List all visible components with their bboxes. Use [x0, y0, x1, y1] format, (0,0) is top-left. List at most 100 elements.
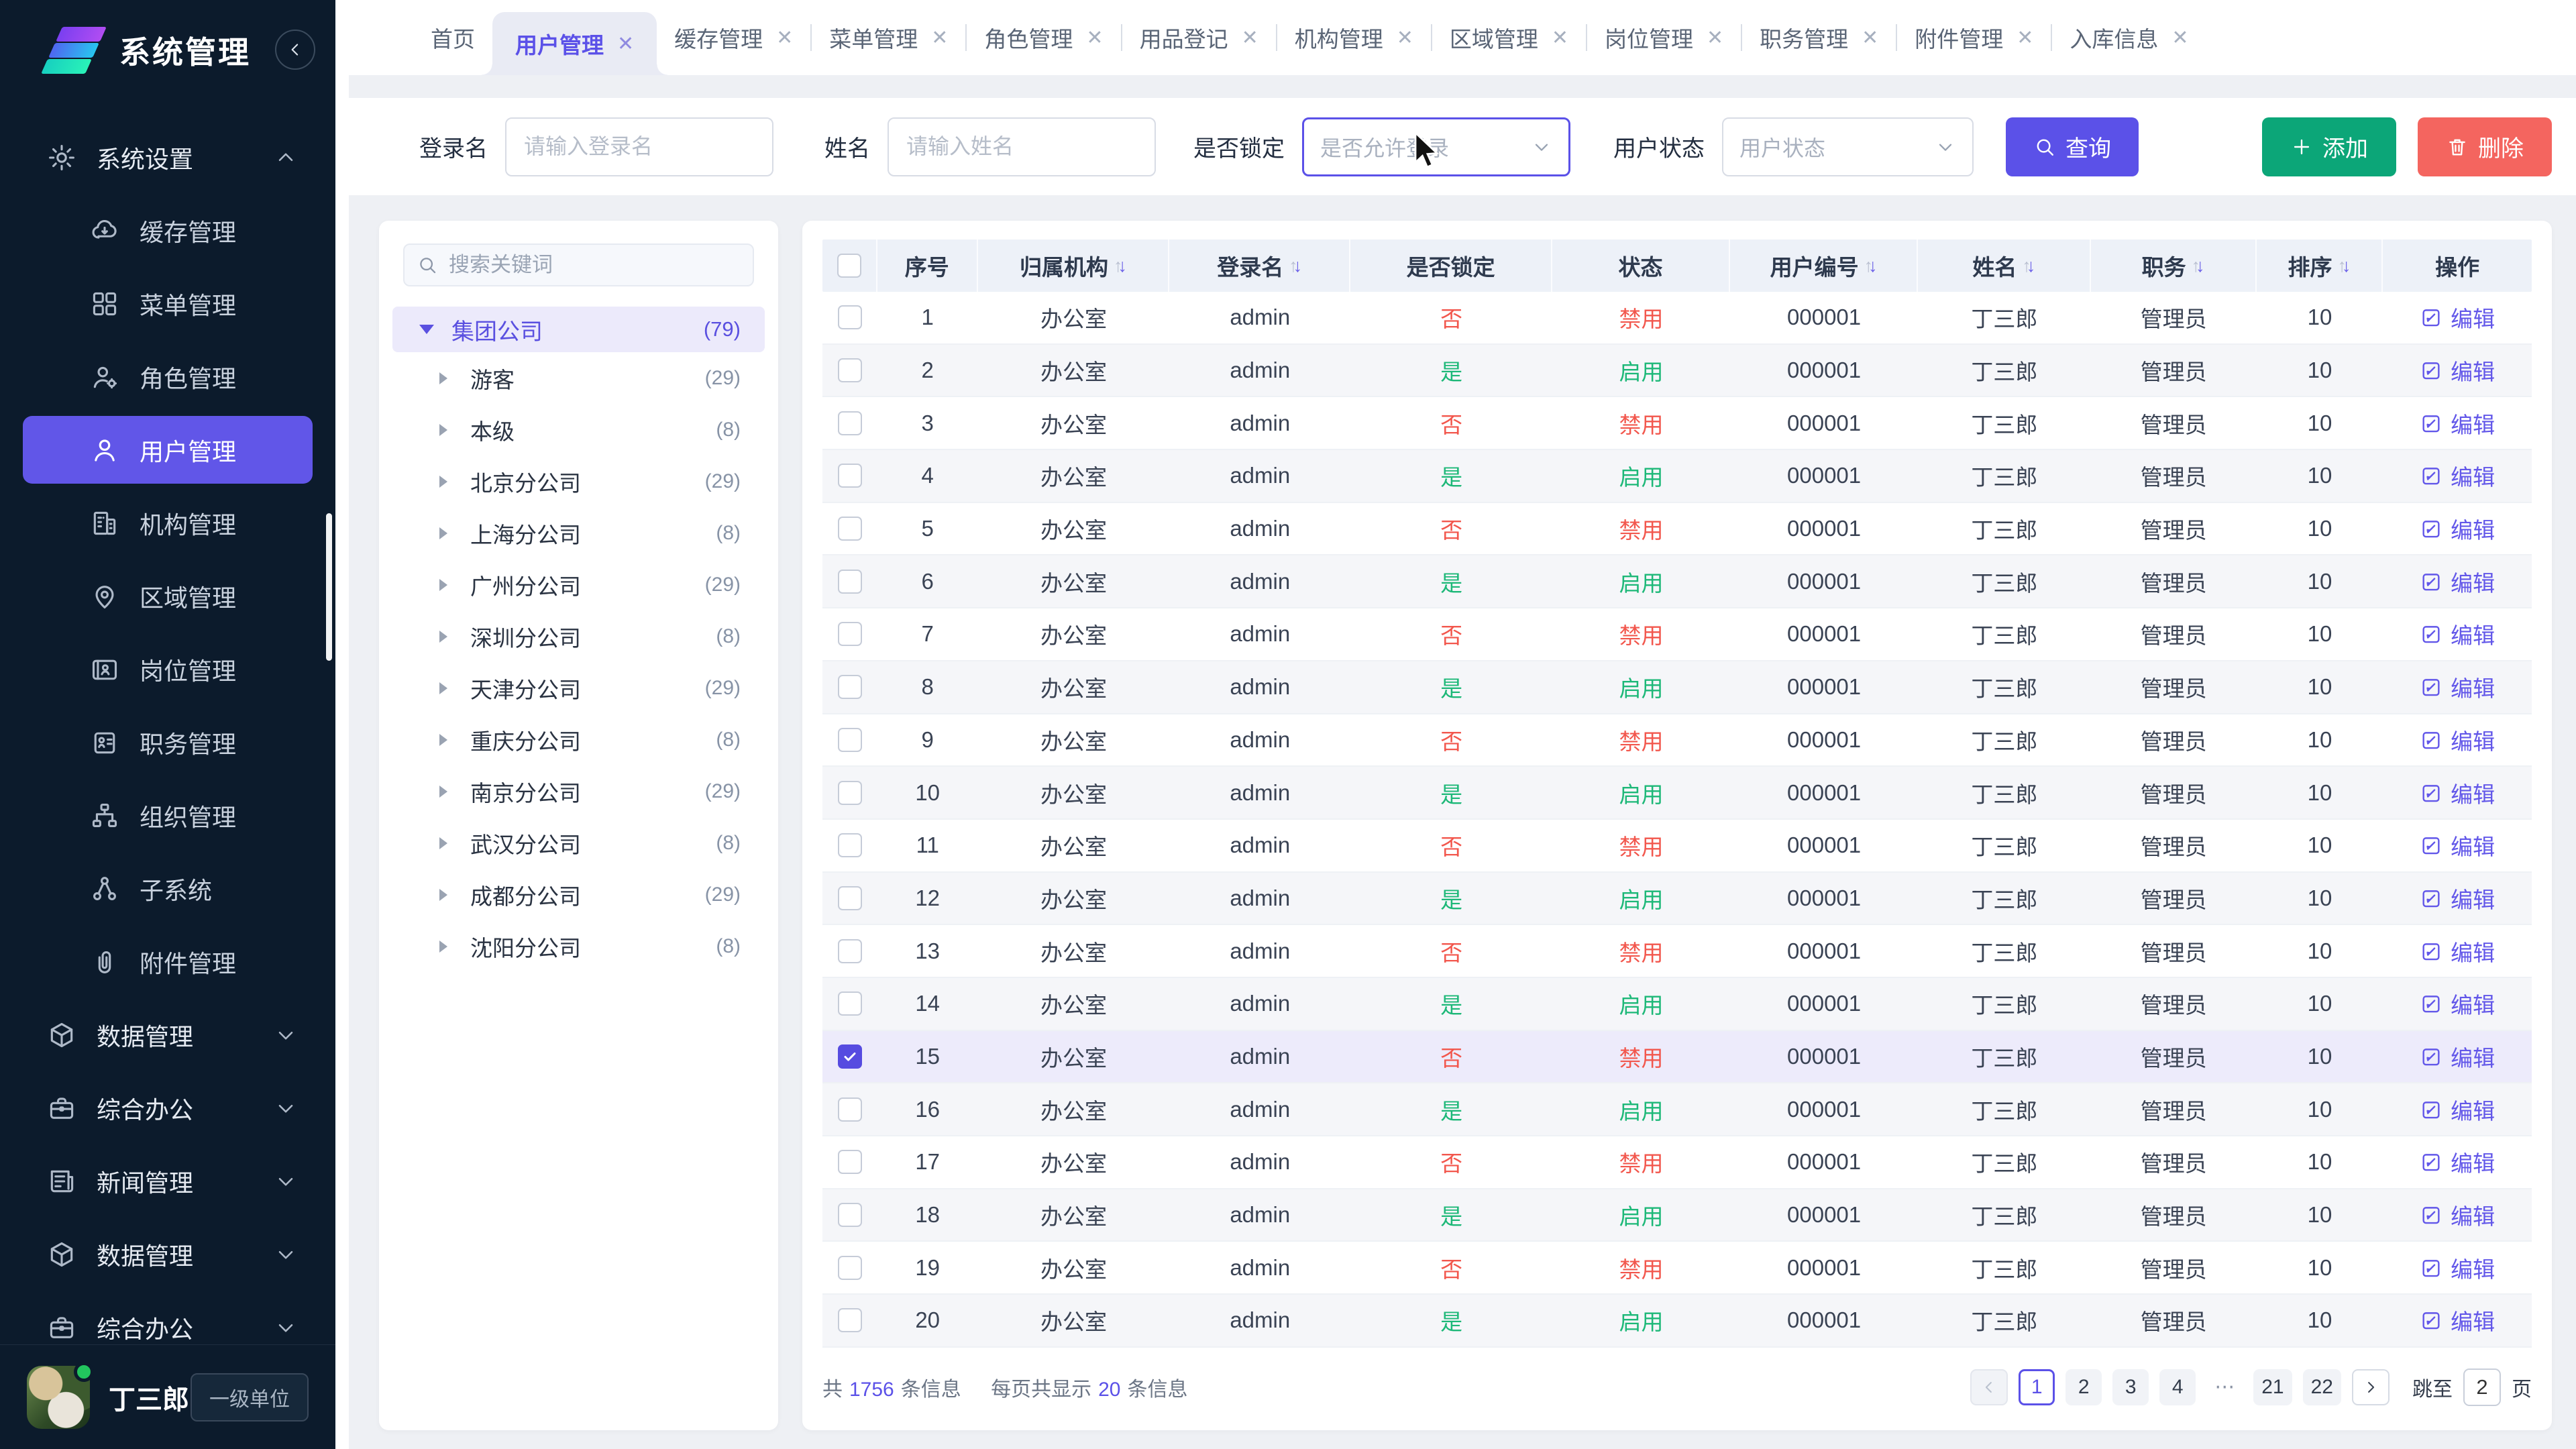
tree-search-box[interactable] — [403, 244, 754, 286]
tree-node-本级[interactable]: 本级 (8) — [392, 404, 765, 455]
row-checkbox[interactable] — [837, 569, 862, 594]
edit-button[interactable]: 编辑 — [2420, 987, 2495, 1020]
edit-button[interactable]: 编辑 — [2420, 935, 2495, 967]
tab-区域管理[interactable]: 区域管理 ✕ — [1432, 0, 1586, 75]
row-checkbox[interactable] — [837, 1203, 862, 1228]
tree-root-node[interactable]: 集团公司 (79) — [392, 307, 765, 352]
table-row[interactable]: 10 办公室 admin 是 启用 000001 丁三郎 管理员 10 编辑 — [822, 767, 2532, 820]
row-checkbox[interactable] — [837, 1150, 862, 1175]
login-name-input[interactable] — [505, 117, 773, 176]
row-checkbox[interactable] — [837, 780, 862, 805]
table-row[interactable]: 1 办公室 admin 否 禁用 000001 丁三郎 管理员 10 编辑 — [822, 292, 2532, 345]
row-checkbox[interactable] — [837, 675, 862, 700]
edit-button[interactable]: 编辑 — [2420, 566, 2495, 598]
tree-node-上海分公司[interactable]: 上海分公司 (8) — [392, 507, 765, 559]
page-button-3[interactable]: 3 — [2112, 1368, 2149, 1405]
edit-button[interactable]: 编辑 — [2420, 460, 2495, 492]
sort-icon[interactable]: ↑↓ — [1289, 255, 1302, 276]
sidebar-section-新闻管理[interactable]: 新闻管理 — [0, 1144, 335, 1218]
table-row[interactable]: 6 办公室 admin 是 启用 000001 丁三郎 管理员 10 编辑 — [822, 555, 2532, 609]
row-checkbox[interactable] — [837, 1044, 862, 1069]
column-header-归属机构[interactable]: 归属机构 ↑↓ — [978, 239, 1170, 292]
close-icon[interactable]: ✕ — [2171, 26, 2189, 49]
delete-button[interactable]: 删除 — [2418, 117, 2552, 176]
table-row[interactable]: 11 办公室 admin 否 禁用 000001 丁三郎 管理员 10 编辑 — [822, 820, 2532, 873]
row-checkbox[interactable] — [837, 991, 862, 1016]
row-checkbox[interactable] — [837, 517, 862, 541]
column-header-用户编号[interactable]: 用户编号 ↑↓ — [1730, 239, 1919, 292]
sidebar-section-综合办公[interactable]: 综合办公 — [0, 1071, 335, 1144]
sort-icon[interactable]: ↑↓ — [2022, 255, 2035, 276]
user-status-select[interactable]: 用户状态 — [1722, 117, 1974, 176]
tree-node-武汉分公司[interactable]: 武汉分公司 (8) — [392, 817, 765, 869]
sidebar-item-子系统[interactable]: 子系统 — [0, 852, 335, 925]
row-checkbox[interactable] — [837, 727, 862, 752]
sidebar-item-缓存管理[interactable]: 缓存管理 — [0, 194, 335, 267]
table-row[interactable]: 16 办公室 admin 是 启用 000001 丁三郎 管理员 10 编辑 — [822, 1083, 2532, 1136]
table-row[interactable]: 14 办公室 admin 是 启用 000001 丁三郎 管理员 10 编辑 — [822, 977, 2532, 1031]
table-row[interactable]: 7 办公室 admin 否 禁用 000001 丁三郎 管理员 10 编辑 — [822, 608, 2532, 661]
tree-node-北京分公司[interactable]: 北京分公司 (29) — [392, 455, 765, 507]
tab-用品登记[interactable]: 用品登记 ✕ — [1122, 0, 1276, 75]
edit-button[interactable]: 编辑 — [2420, 1252, 2495, 1284]
close-icon[interactable]: ✕ — [1551, 26, 1568, 49]
tab-角色管理[interactable]: 角色管理 ✕ — [967, 0, 1120, 75]
row-checkbox[interactable] — [837, 833, 862, 858]
table-row[interactable]: 8 办公室 admin 是 启用 000001 丁三郎 管理员 10 编辑 — [822, 661, 2532, 714]
edit-button[interactable]: 编辑 — [2420, 513, 2495, 545]
page-button-4[interactable]: 4 — [2159, 1368, 2196, 1405]
edit-button[interactable]: 编辑 — [2420, 777, 2495, 809]
row-checkbox[interactable] — [837, 885, 862, 910]
row-checkbox[interactable] — [837, 622, 862, 647]
table-row[interactable]: 17 办公室 admin 否 禁用 000001 丁三郎 管理员 10 编辑 — [822, 1136, 2532, 1189]
sidebar-item-岗位管理[interactable]: 岗位管理 — [0, 633, 335, 706]
close-icon[interactable]: ✕ — [1706, 26, 1724, 49]
table-row[interactable]: 13 办公室 admin 否 禁用 000001 丁三郎 管理员 10 编辑 — [822, 925, 2532, 978]
tab-入库信息[interactable]: 入库信息 ✕ — [2052, 0, 2206, 75]
edit-button[interactable]: 编辑 — [2420, 301, 2495, 333]
row-checkbox[interactable] — [837, 411, 862, 435]
tree-node-成都分公司[interactable]: 成都分公司 (29) — [392, 869, 765, 920]
edit-button[interactable]: 编辑 — [2420, 354, 2495, 386]
sidebar-item-职务管理[interactable]: 职务管理 — [0, 706, 335, 779]
close-icon[interactable]: ✕ — [1086, 26, 1104, 49]
close-icon[interactable]: ✕ — [1241, 26, 1258, 49]
tree-node-天津分公司[interactable]: 天津分公司 (29) — [392, 662, 765, 714]
sidebar-item-用户管理[interactable]: 用户管理 — [23, 416, 313, 484]
sidebar-item-菜单管理[interactable]: 菜单管理 — [0, 267, 335, 340]
name-input[interactable] — [888, 117, 1156, 176]
tree-node-游客[interactable]: 游客 (29) — [392, 352, 765, 404]
row-checkbox[interactable] — [837, 1308, 862, 1333]
lock-select[interactable]: 是否允许登录 — [1302, 117, 1570, 176]
tree-node-南京分公司[interactable]: 南京分公司 (29) — [392, 765, 765, 817]
close-icon[interactable]: ✕ — [931, 26, 949, 49]
tab-岗位管理[interactable]: 岗位管理 ✕ — [1587, 0, 1741, 75]
table-row[interactable]: 5 办公室 admin 否 禁用 000001 丁三郎 管理员 10 编辑 — [822, 503, 2532, 556]
edit-button[interactable]: 编辑 — [2420, 1040, 2495, 1073]
column-header-排序[interactable]: 排序 ↑↓ — [2257, 239, 2383, 292]
sort-icon[interactable]: ↑↓ — [2337, 255, 2351, 276]
table-row[interactable]: 3 办公室 admin 否 禁用 000001 丁三郎 管理员 10 编辑 — [822, 397, 2532, 451]
row-checkbox[interactable] — [837, 1255, 862, 1280]
page-button-22[interactable]: 22 — [2302, 1368, 2341, 1405]
sidebar-item-角色管理[interactable]: 角色管理 — [0, 340, 335, 413]
close-icon[interactable]: ✕ — [1396, 26, 1413, 49]
tab-菜单管理[interactable]: 菜单管理 ✕ — [812, 0, 965, 75]
search-button[interactable]: 查询 — [2006, 117, 2139, 176]
sidebar-section-数据管理[interactable]: 数据管理 — [0, 1218, 335, 1291]
table-row[interactable]: 19 办公室 admin 否 禁用 000001 丁三郎 管理员 10 编辑 — [822, 1242, 2532, 1295]
tab-机构管理[interactable]: 机构管理 ✕ — [1277, 0, 1431, 75]
column-header-姓名[interactable]: 姓名 ↑↓ — [1918, 239, 2091, 292]
edit-button[interactable]: 编辑 — [2420, 1146, 2495, 1178]
sort-icon[interactable]: ↑↓ — [1114, 255, 1127, 276]
edit-button[interactable]: 编辑 — [2420, 724, 2495, 756]
select-all-checkbox[interactable] — [837, 254, 861, 278]
jump-page-input[interactable]: 2 — [2463, 1368, 2501, 1406]
sort-icon[interactable]: ↑↓ — [2191, 255, 2205, 276]
page-button-1[interactable]: 1 — [2019, 1368, 2055, 1405]
close-icon[interactable]: ✕ — [776, 26, 794, 49]
tab-职务管理[interactable]: 职务管理 ✕ — [1742, 0, 1896, 75]
column-header-登录名[interactable]: 登录名 ↑↓ — [1169, 239, 1351, 292]
table-row[interactable]: 12 办公室 admin 是 启用 000001 丁三郎 管理员 10 编辑 — [822, 872, 2532, 926]
edit-button[interactable]: 编辑 — [2420, 1093, 2495, 1126]
